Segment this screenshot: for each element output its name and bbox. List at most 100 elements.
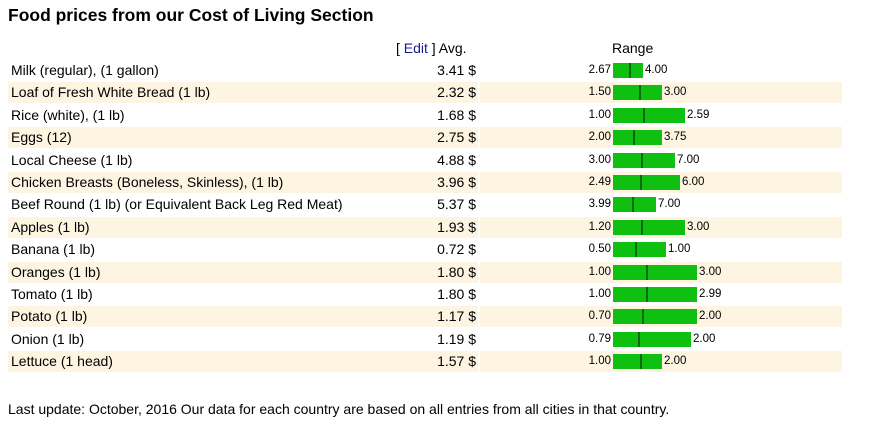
range-bar [613, 354, 662, 370]
range-low-label: 1.50 [588, 86, 611, 99]
item-name: Tomato (1 lb) [11, 285, 93, 302]
table-row: Loaf of Fresh White Bread (1 lb) 2.32 $ 1.… [8, 82, 842, 104]
range-high-label: 2.99 [699, 287, 722, 300]
range-bar [613, 219, 685, 235]
range-low-label: 1.20 [588, 220, 611, 233]
item-name: Potato (1 lb) [8, 306, 394, 328]
item-avg-price: 2.32 $ [393, 82, 478, 104]
avg-marker [639, 85, 641, 101]
range-low-label: 3.99 [588, 198, 611, 211]
range-low-label: 2.00 [588, 131, 611, 144]
table-row: Oranges (1 lb) 1.80 $ 1.00 3.00 [8, 261, 842, 284]
range-low-label: 0.79 [588, 332, 611, 345]
item-price-range: 2.49 6.00 [480, 171, 842, 193]
avg-marker [640, 354, 642, 370]
range-low-label: 3.00 [588, 153, 611, 166]
item-price-range: 1.00 2.59 [480, 105, 842, 126]
range-high-label: 1.00 [668, 243, 691, 256]
avg-marker [641, 219, 643, 235]
table-row: Milk (regular), (1 gallon) 3.41 $ 2.67 4.00 [8, 60, 842, 82]
range-bar [613, 309, 697, 325]
item-price-range: 1.00 2.99 [480, 284, 842, 305]
item-price-range: 1.00 2.00 [480, 351, 842, 373]
avg-marker [641, 152, 643, 168]
item-name: Rice (white), (1 lb) [11, 106, 125, 123]
item-avg-price: 1.68 $ [437, 106, 476, 123]
section-title: Food prices from our Cost of Living Sect… [8, 5, 374, 25]
item-price-range: 3.99 7.00 [480, 194, 842, 215]
range-low-label: 0.70 [588, 310, 611, 323]
range-low-label: 1.00 [588, 265, 611, 278]
last-update-note: Last update: October, 2016 Our data for … [8, 401, 670, 417]
range-bar [613, 174, 680, 190]
avg-marker [640, 174, 642, 190]
avg-header-label: ] Avg. [427, 40, 467, 56]
item-avg-price: 3.96 $ [393, 171, 478, 193]
item-name: Beef Round (1 lb) (or Equivalent Back Le… [11, 196, 343, 213]
item-price-range: 0.70 2.00 [480, 306, 842, 328]
range-high-label: 2.00 [664, 355, 687, 368]
item-price-range: 0.50 1.00 [480, 239, 842, 260]
range-bar [613, 242, 666, 258]
item-name: Eggs (12) [8, 127, 394, 149]
range-high-label: 2.59 [687, 108, 710, 121]
item-avg-price: 4.88 $ [437, 151, 476, 168]
range-high-label: 7.00 [658, 198, 681, 211]
table-row: Local Cheese (1 lb) 4.88 $ 3.00 7.00 [8, 150, 842, 172]
item-name: Onion (1 lb) [11, 330, 85, 347]
item-price-range: 1.20 3.00 [480, 216, 842, 238]
item-avg-price: 1.19 $ [437, 330, 476, 347]
table-row: Beef Round (1 lb) (or Equivalent Back Le… [8, 194, 842, 216]
avg-marker [635, 242, 637, 258]
avg-marker [646, 264, 648, 280]
item-avg-price: 1.57 $ [393, 351, 478, 373]
avg-marker [646, 286, 648, 302]
item-name: Lettuce (1 head) [8, 351, 394, 373]
table-row: Eggs (12) 2.75 $ 2.00 3.75 [8, 127, 842, 149]
item-avg-price: 1.80 $ [437, 285, 476, 302]
range-low-label: 1.00 [588, 287, 611, 300]
range-bar [613, 85, 662, 101]
table-row: Onion (1 lb) 1.19 $ 0.79 2.00 [8, 329, 842, 351]
table-row: Potato (1 lb) 1.17 $ 0.70 2.00 [8, 306, 842, 328]
range-bar [613, 264, 697, 280]
avg-marker [632, 197, 634, 213]
avg-marker [638, 331, 640, 347]
table-row: Apples (1 lb) 1.93 $ 1.20 3.00 [8, 216, 842, 239]
range-bar [613, 286, 697, 302]
item-price-range: 1.00 3.00 [480, 261, 842, 283]
item-avg-price: 0.72 $ [437, 241, 476, 258]
item-name: Local Cheese (1 lb) [11, 151, 133, 168]
item-price-range: 2.67 4.00 [480, 60, 842, 81]
item-name: Loaf of Fresh White Bread (1 lb) [8, 82, 394, 104]
range-bar [613, 197, 656, 213]
item-avg-price: 3.41 $ [437, 62, 476, 78]
avg-marker [642, 309, 644, 325]
range-high-label: 3.00 [664, 86, 687, 99]
range-bar [613, 130, 662, 146]
range-low-label: 0.50 [588, 243, 611, 256]
edit-link[interactable]: Edit [403, 40, 428, 56]
item-name: Oranges (1 lb) [8, 261, 394, 283]
range-high-label: 3.00 [687, 220, 710, 233]
item-avg-price: 1.80 $ [393, 261, 478, 283]
item-avg-price: 2.75 $ [393, 127, 478, 149]
table-row: Banana (1 lb) 0.72 $ 0.50 1.00 [8, 239, 842, 261]
range-high-label: 2.00 [693, 332, 716, 345]
avg-marker [629, 63, 631, 78]
avg-marker [643, 107, 645, 123]
range-bar [613, 331, 691, 347]
range-high-label: 3.75 [664, 131, 687, 144]
avg-column-header: [ Edit ] Avg. [396, 40, 467, 57]
range-high-label: 6.00 [682, 175, 705, 188]
item-name: Chicken Breasts (Boneless, Skinless), (1… [8, 171, 394, 193]
table-row: Tomato (1 lb) 1.80 $ 1.00 2.99 [8, 284, 842, 306]
table-row: Lettuce (1 head) 1.57 $ 1.00 2.00 [8, 351, 842, 373]
range-high-label: 7.00 [677, 153, 700, 166]
range-high-label: 2.00 [699, 310, 722, 323]
item-price-range: 3.00 7.00 [480, 150, 842, 171]
table-row: Chicken Breasts (Boneless, Skinless), (1… [8, 171, 842, 194]
range-high-label: 4.00 [645, 64, 668, 76]
item-name: Banana (1 lb) [11, 241, 96, 258]
range-low-label: 2.49 [588, 175, 611, 188]
